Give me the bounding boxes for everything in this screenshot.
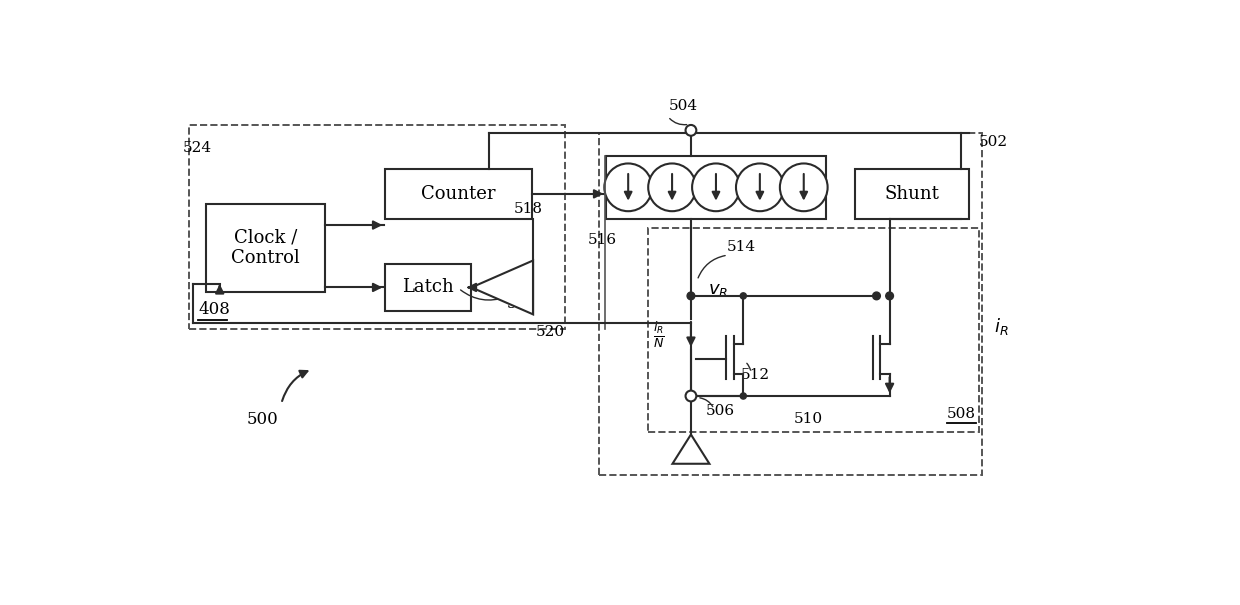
Text: 506: 506 [706, 404, 735, 419]
Polygon shape [471, 261, 533, 315]
Text: 510: 510 [794, 412, 823, 426]
Text: 522: 522 [507, 296, 536, 310]
Circle shape [737, 163, 784, 211]
Bar [606, 155, 826, 219]
Text: $v_R$: $v_R$ [708, 281, 728, 299]
Text: 504: 504 [668, 99, 698, 113]
Bar [854, 169, 968, 219]
Circle shape [740, 293, 746, 299]
Text: Counter: Counter [422, 185, 496, 203]
Circle shape [686, 125, 697, 136]
Circle shape [686, 391, 697, 401]
Text: 500: 500 [247, 411, 279, 428]
Circle shape [873, 292, 880, 299]
Text: $\frac{i_R}{N}$: $\frac{i_R}{N}$ [652, 321, 665, 352]
Text: 514: 514 [727, 240, 755, 254]
Circle shape [692, 163, 740, 211]
Text: Latch: Latch [403, 278, 454, 296]
Bar [386, 169, 532, 219]
Bar [647, 228, 978, 432]
Circle shape [604, 163, 652, 211]
Text: 524: 524 [182, 141, 212, 155]
Text: 516: 516 [588, 233, 616, 247]
Text: 520: 520 [536, 325, 565, 339]
Text: Clock /
Control: Clock / Control [231, 228, 300, 267]
Text: 518: 518 [513, 202, 543, 216]
Text: 502: 502 [980, 135, 1008, 149]
Circle shape [740, 393, 746, 399]
Bar [206, 203, 325, 292]
Text: Shunt: Shunt [884, 185, 940, 203]
Bar [599, 132, 982, 476]
Bar [386, 264, 471, 312]
Circle shape [780, 163, 827, 211]
Polygon shape [672, 434, 709, 464]
Text: 508: 508 [946, 407, 976, 422]
Circle shape [885, 292, 894, 299]
Circle shape [649, 163, 696, 211]
Text: $i_R$: $i_R$ [993, 316, 1008, 337]
Circle shape [687, 292, 694, 299]
Text: 408: 408 [198, 301, 229, 318]
Text: 512: 512 [740, 368, 769, 382]
Bar [188, 125, 564, 329]
